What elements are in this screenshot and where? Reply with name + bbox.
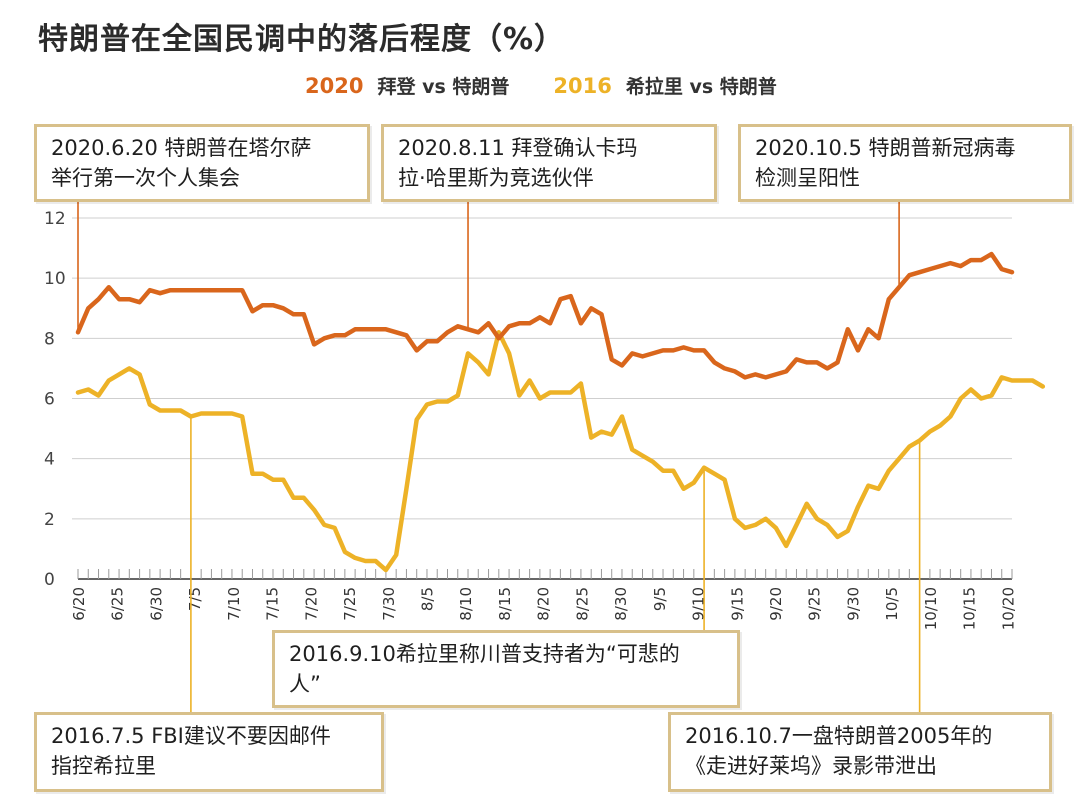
annotation-text-line: 举行第一次个人集会 <box>51 166 240 190</box>
x-tick-label: 6/25 <box>109 587 127 621</box>
annotation-tulsa-rally: 2020.6.20 特朗普在塔尔萨 举行第一次个人集会 <box>34 124 370 202</box>
annotation-text-line: 2020.8.11 拜登确认卡玛 <box>398 136 638 160</box>
x-tick-label: 9/10 <box>690 587 708 621</box>
x-tick-label: 7/10 <box>225 587 243 621</box>
x-tick-label: 7/25 <box>341 587 359 621</box>
series-lines <box>75 251 1046 573</box>
annotation-text-line: 2016.7.5 FBI建议不要因邮件 <box>51 724 331 748</box>
annotation-text-line: 指控希拉里 <box>51 754 156 778</box>
annotation-harris-pick: 2020.8.11 拜登确认卡玛 拉·哈里斯为竞选伙伴 <box>381 124 717 202</box>
legend-label-2016: 希拉里 vs 特朗普 <box>625 76 777 98</box>
y-tick-label: 2 <box>44 510 55 530</box>
annotation-deplorables: 2016.9.10希拉里称川普支持者为“可悲的 人” <box>272 630 740 708</box>
legend: 2020 拜登 vs 特朗普 2016 希拉里 vs 特朗普 <box>305 72 821 99</box>
x-tick-label: 9/30 <box>844 587 862 621</box>
x-tick-label: 10/20 <box>999 587 1017 630</box>
x-tick-label: 8/30 <box>612 587 630 621</box>
x-tick-label: 8/10 <box>457 587 475 621</box>
series-line-2020 <box>75 251 1015 380</box>
y-tick-label: 8 <box>44 329 55 349</box>
x-tick-label: 8/25 <box>573 587 591 621</box>
annotation-text-line: 2016.10.7一盘特朗普2005年的 <box>685 724 993 748</box>
x-tick-label: 10/10 <box>922 587 940 630</box>
annotation-text-line: 检测呈阳性 <box>755 166 860 190</box>
gridlines <box>72 217 1012 520</box>
x-tick-label: 8/20 <box>535 587 553 621</box>
x-tick-label: 7/15 <box>264 587 282 621</box>
legend-year-2016: 2016 <box>553 74 612 98</box>
x-tick-label: 9/15 <box>728 587 746 621</box>
x-tick-label: 6/20 <box>70 587 88 621</box>
x-tick-label: 7/5 <box>186 587 204 611</box>
y-tick-label: 12 <box>44 209 66 229</box>
x-tick-label: 10/5 <box>883 587 901 621</box>
x-tick-label: 7/30 <box>380 587 398 621</box>
y-tick-label: 10 <box>44 269 66 289</box>
annotation-text-line: 人” <box>289 672 321 696</box>
legend-label-2020: 拜登 vs 特朗普 <box>377 76 510 98</box>
y-tick-label: 4 <box>44 450 55 470</box>
x-tick-label: 9/25 <box>806 587 824 621</box>
axes: 0 2 4 6 8 10 12 6/20 6/25 6/30 7/5 7/10 7/15 7/20 7/25… <box>44 209 1017 630</box>
annotation-access-hollywood: 2016.10.7一盘特朗普2005年的 《走进好莱坞》录影带泄出 <box>668 712 1052 792</box>
annotation-fbi-email: 2016.7.5 FBI建议不要因邮件 指控希拉里 <box>34 712 384 792</box>
chart-title: 特朗普在全国民调中的落后程度（%） <box>38 22 566 57</box>
annotation-text-line: 2016.9.10希拉里称川普支持者为“可悲的 <box>289 642 680 666</box>
x-tick-label: 8/15 <box>496 587 514 621</box>
legend-year-2020: 2020 <box>305 74 364 98</box>
x-tick-label: 9/5 <box>651 587 669 611</box>
x-tick-label: 6/30 <box>147 587 165 621</box>
x-tick-label: 7/20 <box>302 587 320 621</box>
annotation-text-line: 2020.10.5 特朗普新冠病毒 <box>755 136 1016 160</box>
annotation-text-line: 2020.6.20 特朗普在塔尔萨 <box>51 136 312 160</box>
x-tick-label: 8/5 <box>419 587 437 611</box>
y-tick-label: 6 <box>44 390 55 410</box>
annotation-text-line: 《走进好莱坞》录影带泄出 <box>685 754 937 778</box>
x-tick-label: 10/15 <box>961 587 979 630</box>
x-tick-label: 9/20 <box>767 587 785 621</box>
annotation-covid-positive: 2020.10.5 特朗普新冠病毒 检测呈阳性 <box>738 124 1072 202</box>
series-line-2016 <box>75 330 1046 573</box>
annotation-leaders <box>77 202 921 712</box>
annotation-text-line: 拉·哈里斯为竞选伙伴 <box>398 166 594 190</box>
y-tick-label: 0 <box>44 570 55 590</box>
